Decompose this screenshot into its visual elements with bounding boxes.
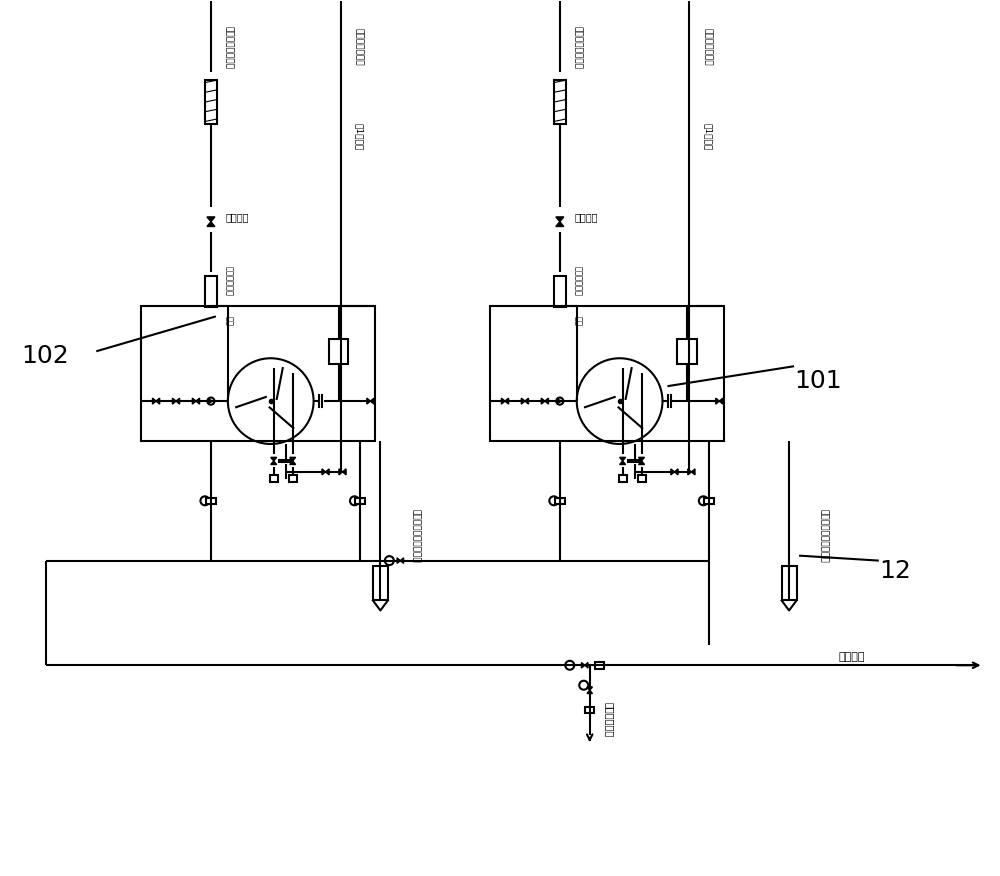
Polygon shape [716, 398, 719, 404]
Text: 新增阀门: 新增阀门 [575, 212, 598, 222]
Text: 接进热网回水入口: 接进热网回水入口 [224, 25, 233, 68]
Polygon shape [587, 687, 592, 690]
Text: 水泵: 水泵 [224, 316, 233, 327]
Text: 12: 12 [879, 559, 911, 583]
Text: 排至水工专业: 排至水工专业 [605, 703, 615, 738]
Polygon shape [545, 398, 548, 404]
Polygon shape [339, 469, 343, 475]
Circle shape [350, 497, 359, 505]
Polygon shape [688, 469, 691, 475]
Polygon shape [290, 461, 296, 464]
Circle shape [549, 497, 558, 505]
Polygon shape [521, 398, 525, 404]
Polygon shape [556, 222, 564, 227]
Polygon shape [541, 398, 545, 404]
Bar [355, 498, 365, 504]
Bar [329, 339, 348, 364]
Polygon shape [176, 398, 180, 404]
Polygon shape [156, 398, 160, 404]
Polygon shape [719, 398, 723, 404]
Bar [289, 476, 297, 483]
Text: 新增阀门: 新增阀门 [226, 212, 249, 222]
Polygon shape [153, 398, 156, 404]
Bar [554, 276, 566, 307]
Bar [141, 307, 375, 441]
Text: 自1号机组: 自1号机组 [354, 124, 363, 151]
Polygon shape [558, 399, 562, 403]
Circle shape [579, 681, 588, 689]
Polygon shape [207, 222, 215, 227]
Polygon shape [620, 457, 626, 461]
Polygon shape [271, 461, 277, 464]
Polygon shape [290, 457, 296, 461]
Bar [206, 498, 216, 504]
Polygon shape [671, 469, 674, 475]
Bar [373, 566, 388, 600]
Polygon shape [501, 398, 505, 404]
Text: 机组排气装置之前排气: 机组排气装置之前排气 [819, 509, 828, 562]
Text: 102: 102 [22, 344, 69, 368]
Polygon shape [192, 398, 196, 404]
Polygon shape [172, 398, 176, 404]
Polygon shape [639, 461, 645, 464]
Bar [595, 662, 604, 668]
Text: 101: 101 [794, 369, 842, 393]
Text: 机组排气装置之前排气: 机组排气装置之前排气 [411, 509, 420, 562]
Polygon shape [370, 398, 374, 404]
Polygon shape [691, 469, 695, 475]
Polygon shape [525, 398, 529, 404]
Text: 自1号机组: 自1号机组 [703, 124, 712, 151]
Bar [205, 80, 217, 124]
Bar [490, 307, 724, 441]
Polygon shape [400, 558, 404, 563]
Text: 新增一次中间: 新增一次中间 [573, 266, 582, 296]
Circle shape [699, 497, 708, 505]
Polygon shape [326, 469, 329, 475]
Polygon shape [620, 461, 626, 464]
Polygon shape [343, 469, 346, 475]
Circle shape [565, 661, 574, 670]
Bar [585, 707, 594, 713]
Circle shape [200, 497, 209, 505]
Polygon shape [639, 457, 645, 461]
Text: 水泵: 水泵 [573, 316, 582, 327]
Bar [677, 339, 697, 364]
Polygon shape [322, 469, 326, 475]
Polygon shape [209, 399, 213, 403]
Polygon shape [585, 662, 588, 668]
Bar [270, 476, 278, 483]
Polygon shape [196, 398, 200, 404]
Text: 接烟道排气管道: 接烟道排气管道 [354, 28, 363, 66]
Bar [638, 476, 646, 483]
Polygon shape [397, 558, 400, 563]
Bar [782, 566, 797, 600]
Bar [555, 498, 565, 504]
Polygon shape [587, 690, 592, 694]
Text: 接进热网回水入口: 接进热网回水入口 [573, 25, 582, 68]
Text: 接烟道排气管道: 接烟道排气管道 [703, 28, 712, 66]
Polygon shape [367, 398, 370, 404]
Bar [554, 80, 566, 124]
Text: 新增一次中间: 新增一次中间 [224, 266, 233, 296]
Bar [704, 498, 714, 504]
Polygon shape [505, 398, 509, 404]
Bar [619, 476, 627, 483]
Polygon shape [556, 217, 564, 222]
Text: 热网回水: 热网回水 [839, 653, 865, 662]
Polygon shape [271, 457, 277, 461]
Circle shape [385, 556, 394, 565]
Polygon shape [581, 662, 585, 668]
Polygon shape [674, 469, 678, 475]
Bar [205, 276, 217, 307]
Polygon shape [207, 217, 215, 222]
